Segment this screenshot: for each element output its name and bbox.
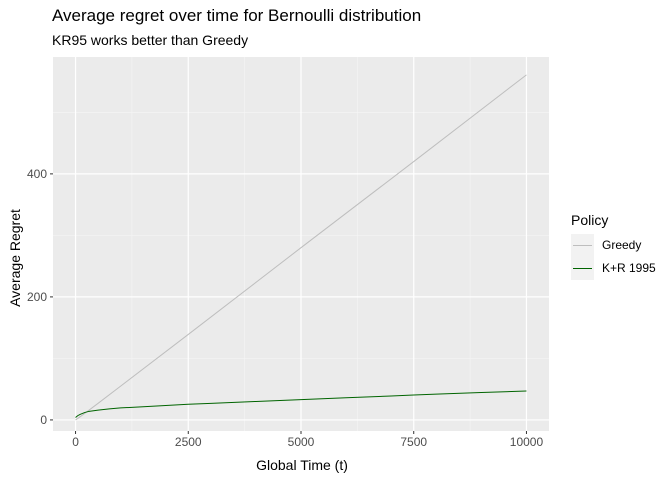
x-tick-label: 10000 [510,435,544,449]
y-axis-ticks: 0 200 400 [27,167,53,427]
x-axis-ticks: 0 2500 5000 7500 10000 [72,431,543,449]
major-gridlines [53,57,549,431]
series-line-0 [75,74,527,421]
series-line-1 [75,390,527,418]
series-lines [75,74,527,421]
legend: Policy Greedy K+R 1995 [571,212,656,280]
chart-subtitle: KR95 works better than Greedy [52,32,249,48]
legend-title: Policy [571,212,608,228]
x-tick-label: 5000 [288,435,315,449]
x-tick-label: 0 [72,435,79,449]
chart-title: Average regret over time for Bernoulli d… [52,6,422,25]
x-tick-label: 2500 [175,435,202,449]
y-tick-label: 400 [27,167,47,181]
legend-label: K+R 1995 [602,261,656,275]
x-axis-title: Global Time (t) [256,457,348,473]
legend-label: Greedy [602,238,641,252]
x-tick-label: 7500 [400,435,427,449]
y-tick-label: 200 [27,290,47,304]
y-axis-title: Average Regret [7,209,23,307]
y-tick-label: 0 [40,413,47,427]
